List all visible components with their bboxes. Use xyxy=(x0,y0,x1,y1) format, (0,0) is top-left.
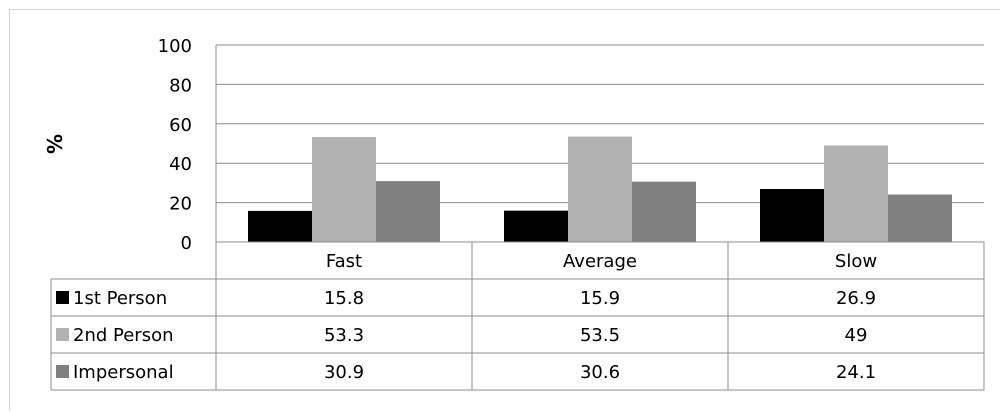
legend-key-impersonal xyxy=(56,365,69,378)
y-tick-label-0: 0 xyxy=(181,233,192,254)
series-label-impersonal: Impersonal xyxy=(73,362,174,383)
legend-key-2nd-person xyxy=(56,328,69,341)
data-value-1st-person-average: 15.9 xyxy=(580,288,620,309)
data-value-1st-person-fast: 15.8 xyxy=(324,288,364,309)
data-value-2nd-person-average: 53.5 xyxy=(580,325,620,346)
data-value-2nd-person-slow: 49 xyxy=(845,325,868,346)
data-value-impersonal-fast: 30.9 xyxy=(324,362,364,383)
legend-key-1st-person xyxy=(56,291,69,304)
category-label-average: Average xyxy=(563,251,637,272)
series-label-2nd-person: 2nd Person xyxy=(73,325,174,346)
series-label-1st-person: 1st Person xyxy=(73,288,167,309)
category-label-fast: Fast xyxy=(326,251,362,272)
bar-impersonal-average xyxy=(632,181,696,242)
bar-1st-person-slow xyxy=(760,189,824,242)
bar-2nd-person-fast xyxy=(312,136,376,242)
y-tick-label-20: 20 xyxy=(169,194,192,215)
y-tick-label-100: 100 xyxy=(158,36,192,57)
category-label-slow: Slow xyxy=(835,251,877,272)
bar-2nd-person-average xyxy=(568,136,632,242)
y-tick-label-40: 40 xyxy=(169,154,192,175)
y-tick-label-80: 80 xyxy=(169,75,192,96)
bar-2nd-person-slow xyxy=(824,145,888,242)
data-value-impersonal-average: 30.6 xyxy=(580,362,620,383)
chart-frame xyxy=(9,9,1000,410)
data-value-1st-person-slow: 26.9 xyxy=(836,288,876,309)
bar-impersonal-fast xyxy=(376,181,440,242)
data-value-impersonal-slow: 24.1 xyxy=(836,362,876,383)
bar-1st-person-average xyxy=(504,210,568,242)
y-tick-label-60: 60 xyxy=(169,115,192,136)
bar-impersonal-slow xyxy=(888,194,952,242)
bar-1st-person-fast xyxy=(248,210,312,242)
data-value-2nd-person-fast: 53.3 xyxy=(324,325,364,346)
y-axis-label: % xyxy=(43,134,67,154)
